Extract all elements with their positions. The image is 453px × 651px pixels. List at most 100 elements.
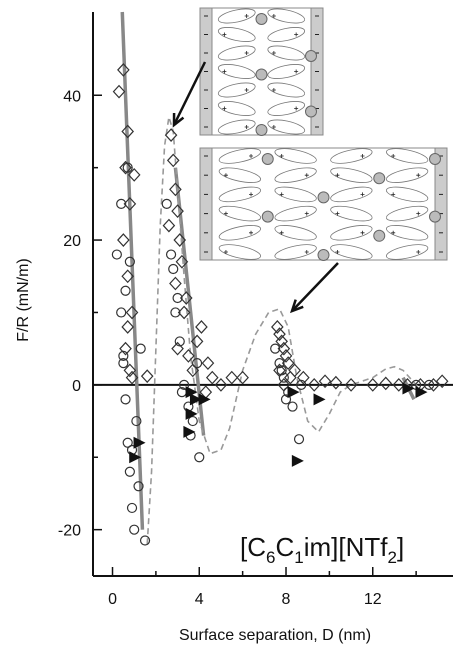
- inset-anion: [317, 191, 330, 204]
- triangle-point: [198, 393, 211, 406]
- diamond-point: [171, 341, 184, 356]
- inset-plus: [304, 250, 309, 254]
- circle-point: [120, 394, 131, 405]
- diamond-point: [297, 370, 310, 385]
- circle-point: [174, 336, 185, 347]
- y-tick-label: 0: [72, 378, 81, 395]
- circle-point: [280, 394, 292, 405]
- inset-ion: [217, 64, 256, 79]
- circle-point: [274, 358, 285, 369]
- inset-ion: [218, 205, 262, 222]
- inset-plus: [244, 14, 249, 18]
- circle-point: [424, 379, 435, 390]
- triangle-point: [189, 393, 202, 406]
- inset-plus: [416, 211, 421, 216]
- diamond-point: [195, 320, 208, 334]
- diamond-point: [379, 376, 393, 391]
- diamond-point: [435, 374, 449, 389]
- x-tick-label: 0: [108, 591, 117, 608]
- triangle-point: [415, 386, 428, 399]
- inset-ion: [217, 8, 256, 24]
- inset-ion: [218, 186, 262, 203]
- inset-plus: [335, 211, 340, 216]
- diamond-point: [164, 128, 178, 142]
- inset-ion: [274, 186, 317, 203]
- inset-plus: [222, 106, 227, 111]
- diamond-point: [288, 363, 302, 378]
- inset-anion: [429, 153, 441, 165]
- circle-point: [111, 249, 122, 260]
- inset-plus: [335, 250, 340, 254]
- inset-ion: [267, 64, 306, 79]
- circle-point: [118, 350, 129, 362]
- circle-point: [194, 452, 205, 463]
- circle-point: [124, 256, 135, 267]
- circle-point: [276, 365, 287, 376]
- inset-ion: [330, 225, 373, 241]
- inset-plus: [304, 211, 309, 216]
- diamond-point: [182, 349, 195, 363]
- diamond-point: [190, 334, 204, 349]
- circle-point: [161, 198, 172, 209]
- inset-ion: [267, 27, 306, 42]
- inset-ion: [267, 101, 306, 116]
- inset-ion: [385, 186, 429, 203]
- diamond-point: [119, 160, 132, 175]
- inset-plus: [222, 69, 227, 74]
- diamond-point: [140, 369, 154, 384]
- y-tick-label: 20: [63, 233, 81, 250]
- triangle-point: [313, 393, 326, 406]
- circle-point: [133, 481, 144, 492]
- inset-plus: [249, 154, 254, 158]
- circle-point: [191, 358, 203, 369]
- inset-ion: [330, 148, 373, 164]
- inset-ion: [218, 244, 262, 260]
- inset-plus: [360, 192, 365, 197]
- inset-plus: [271, 125, 276, 129]
- annotation: [C6C1im][NTf2]: [240, 532, 404, 567]
- inset-anion: [373, 229, 386, 242]
- inset-plus: [391, 154, 396, 158]
- annotation-subscript: 2: [387, 548, 396, 567]
- inset-wall: [434, 147, 448, 261]
- inset-ion: [385, 167, 429, 183]
- circle-point: [172, 292, 183, 304]
- inset-plus: [335, 173, 340, 178]
- diamond-point: [171, 204, 184, 218]
- inset-anion: [255, 68, 268, 81]
- inset-ion: [385, 205, 429, 222]
- inset-plus: [244, 51, 249, 55]
- circle-point: [122, 437, 133, 448]
- inset-ion: [218, 148, 262, 164]
- inset-plus: [244, 88, 249, 92]
- annotation-subscript: 6: [266, 548, 275, 567]
- inset-plus: [391, 230, 396, 235]
- diamond-point: [169, 276, 182, 291]
- circle-point: [168, 263, 179, 275]
- inset-plus: [416, 250, 421, 254]
- arrow: [291, 262, 339, 312]
- inset-plus: [271, 51, 276, 55]
- y-tick-label: -20: [58, 523, 81, 540]
- inset-ion: [267, 45, 306, 61]
- diamond-point: [344, 377, 358, 392]
- model-curve: [146, 116, 426, 545]
- inset-ion: [218, 225, 262, 241]
- diamond-point: [201, 356, 215, 371]
- circle-point: [126, 502, 138, 514]
- inset-plus: [271, 88, 276, 92]
- inset-plus: [294, 69, 299, 74]
- inset-plus: [279, 154, 284, 158]
- diamond-point: [169, 182, 182, 197]
- diamond-point: [225, 370, 239, 385]
- inset-plus: [222, 32, 227, 37]
- circle-point: [124, 466, 135, 477]
- x-axis-label: Surface separation, D (nm): [179, 627, 371, 644]
- inset-plus: [223, 211, 228, 216]
- inset-plus: [360, 154, 365, 158]
- circle-point: [293, 434, 305, 445]
- inset-plus: [294, 106, 299, 111]
- diamond-point: [392, 377, 406, 392]
- inset-ion: [217, 82, 256, 98]
